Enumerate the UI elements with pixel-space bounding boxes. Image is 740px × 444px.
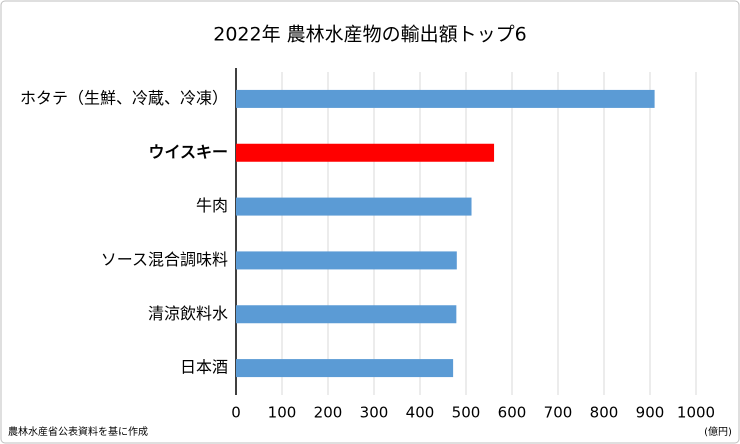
x-tick-label: 500 bbox=[452, 404, 481, 422]
x-tick-label: 300 bbox=[360, 404, 389, 422]
x-tick-label: 600 bbox=[498, 404, 527, 422]
x-tick-label: 700 bbox=[544, 404, 573, 422]
y-tick-label: 牛肉 bbox=[196, 196, 228, 215]
bar bbox=[236, 305, 457, 324]
bar bbox=[236, 359, 454, 378]
bar bbox=[236, 197, 472, 216]
y-tick-label: 日本酒 bbox=[180, 358, 228, 377]
x-tick-label: 1000 bbox=[677, 404, 715, 422]
x-tick-label: 200 bbox=[314, 404, 343, 422]
x-tick-label: 100 bbox=[268, 404, 297, 422]
bar bbox=[236, 251, 457, 270]
x-tick-label: 0 bbox=[231, 404, 241, 422]
bar bbox=[236, 89, 655, 108]
source-note: 農林水産省公表資料を基に作成 bbox=[8, 425, 148, 438]
x-tick-label: 900 bbox=[636, 404, 665, 422]
x-tick-label: 400 bbox=[406, 404, 435, 422]
y-tick-label: ホタテ（生鮮、冷蔵、冷凍） bbox=[20, 88, 228, 107]
y-tick-label: 清涼飲料水 bbox=[148, 304, 228, 323]
bar bbox=[236, 143, 495, 162]
x-tick-label: 800 bbox=[590, 404, 619, 422]
y-tick-label: ウイスキー bbox=[148, 142, 228, 161]
y-tick-label: ソース混合調味料 bbox=[101, 250, 228, 269]
x-unit: (億円) bbox=[704, 425, 732, 438]
chart-title: 2022年 農林水産物の輸出額トップ6 bbox=[213, 24, 526, 46]
